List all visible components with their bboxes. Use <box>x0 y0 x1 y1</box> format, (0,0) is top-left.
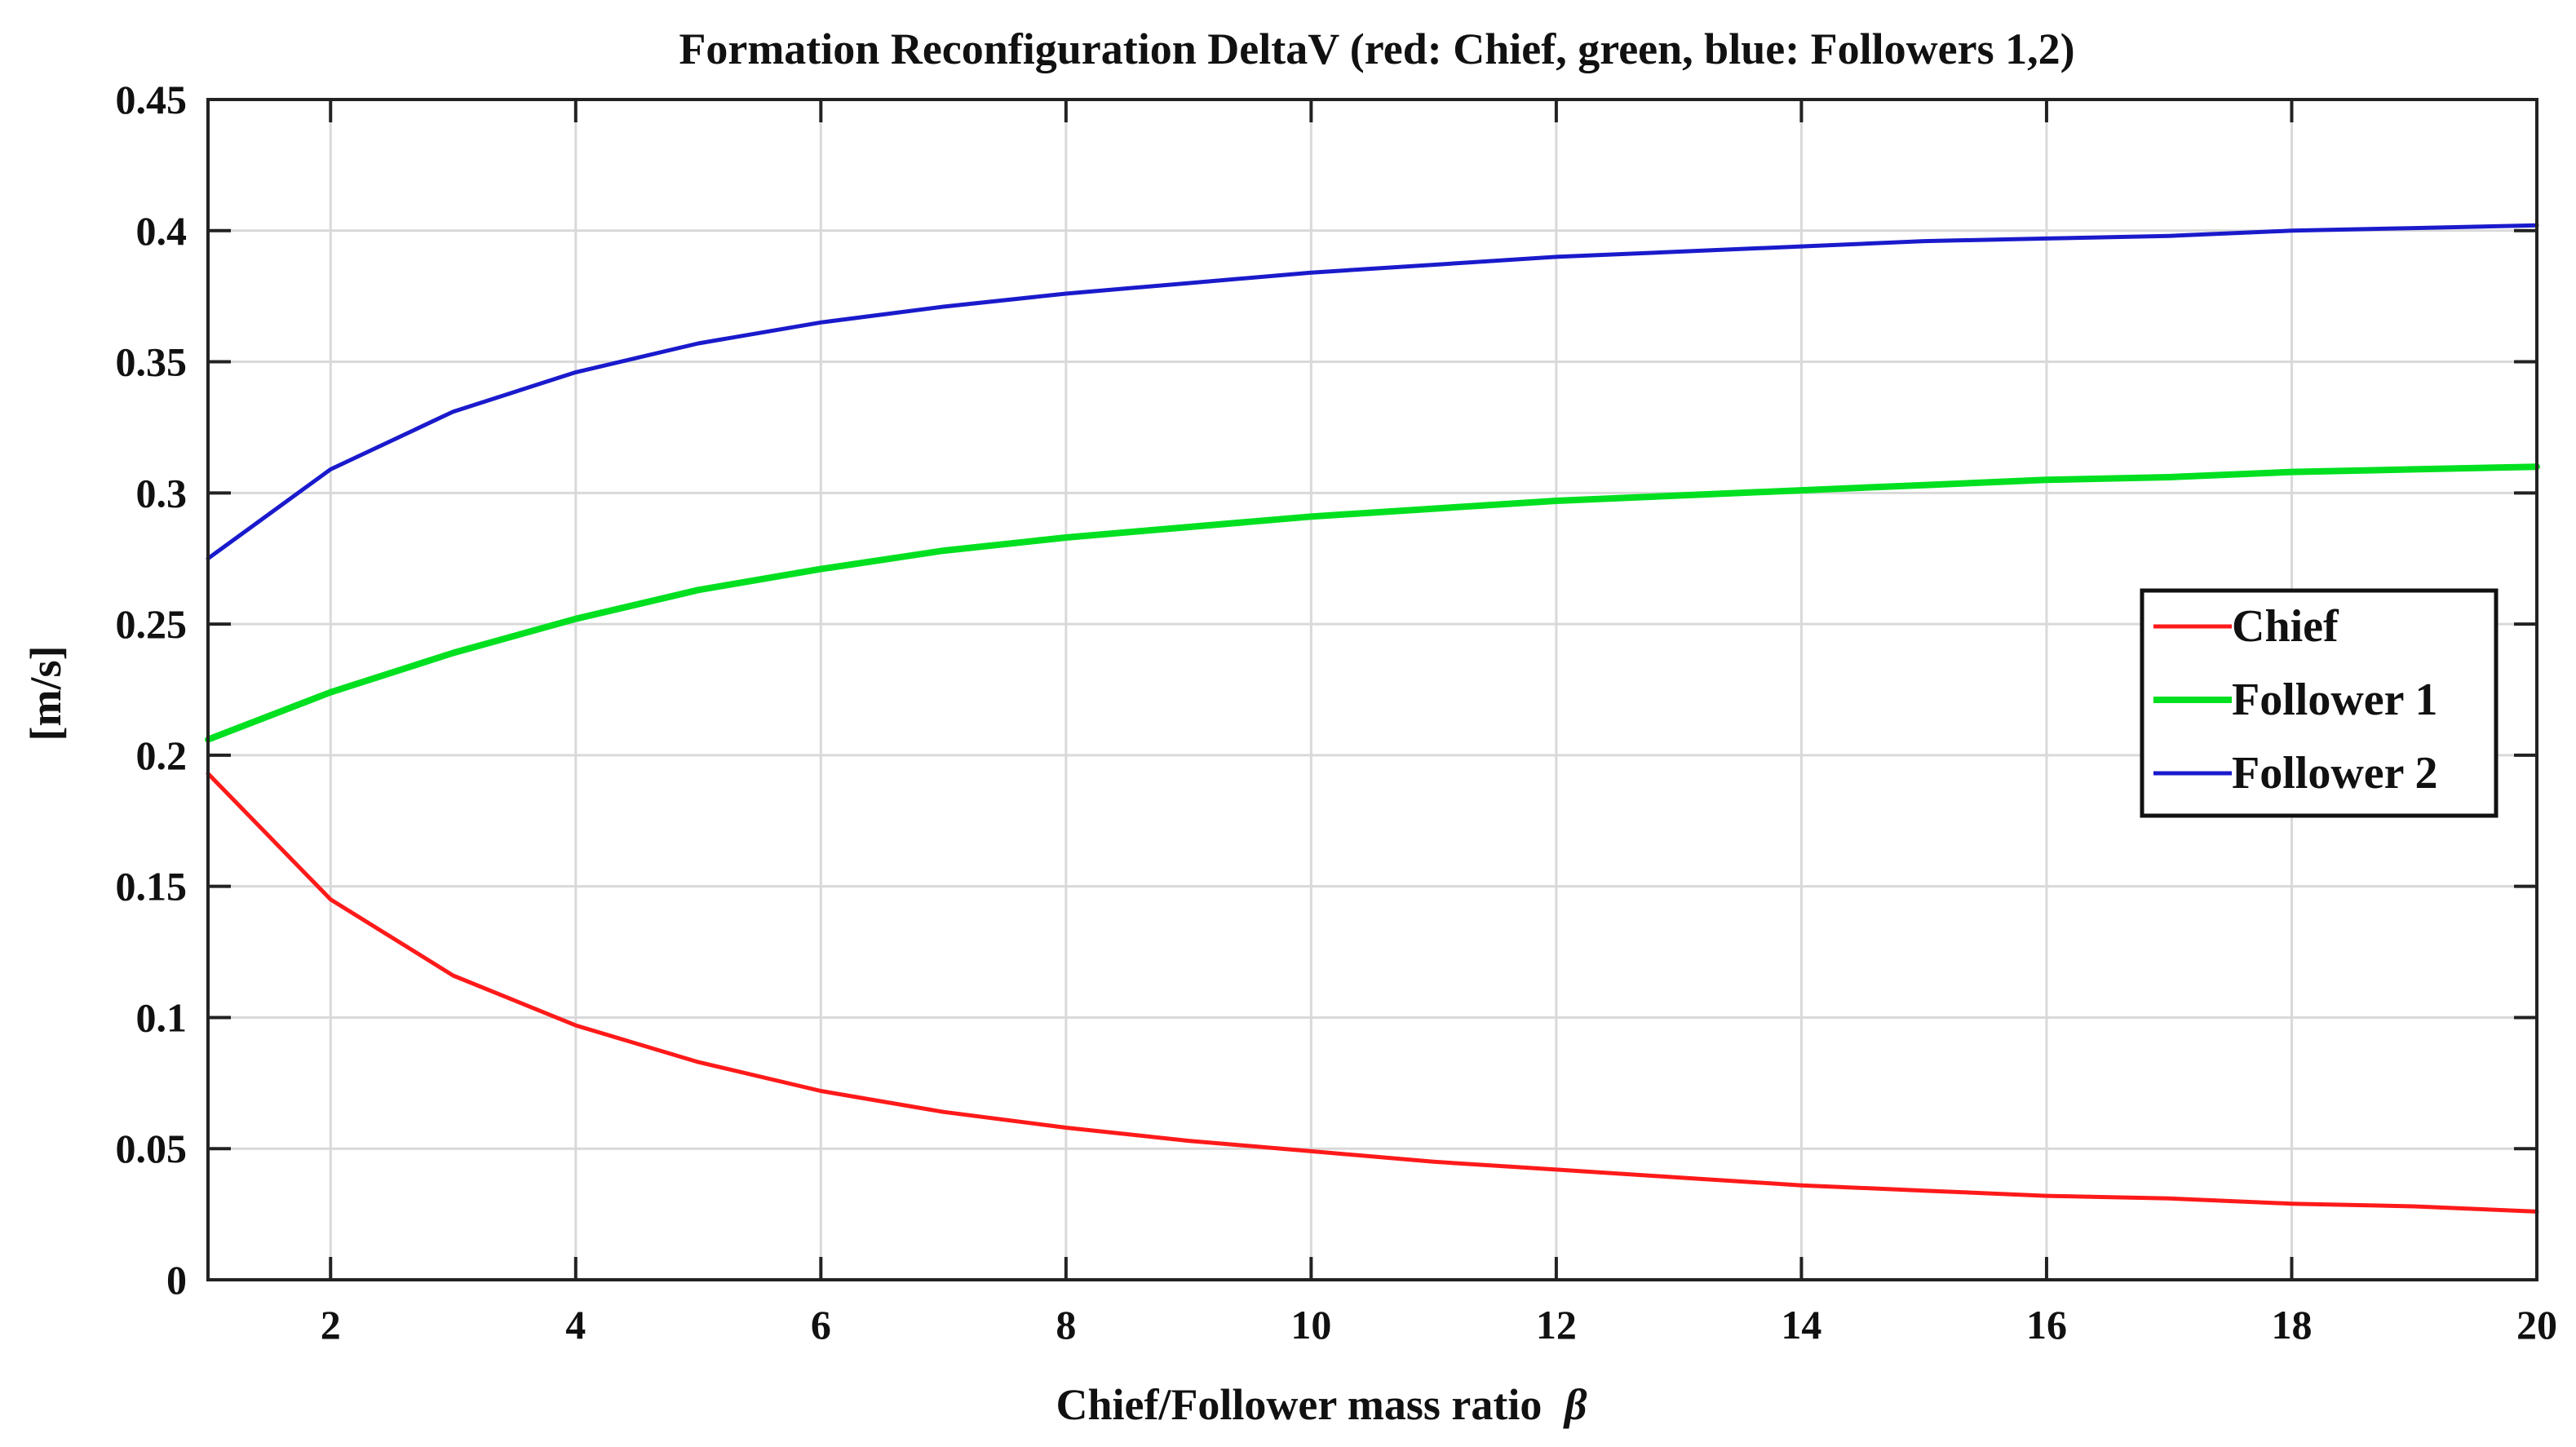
x-tick-label-4: 10 <box>1290 1302 1331 1347</box>
legend-label-chief: Chief <box>2232 601 2339 652</box>
x-tick-label-1: 4 <box>565 1302 586 1347</box>
x-tick-label-5: 12 <box>1536 1302 1577 1347</box>
x-tick-label-9: 20 <box>2516 1302 2557 1347</box>
plot-axes-frame <box>206 98 2538 1281</box>
y-tick-label-1: 0.05 <box>116 1126 188 1171</box>
y-tick-label-5: 0.25 <box>116 601 188 647</box>
y-tick-label-3: 0.15 <box>116 864 188 909</box>
legend-label-follower-1: Follower 1 <box>2232 675 2437 725</box>
x-tick-label-6: 14 <box>1781 1302 1821 1347</box>
x-tick-label-2: 6 <box>811 1302 831 1347</box>
series-line-follower-2 <box>206 223 2539 561</box>
y-tick-label-4: 0.2 <box>136 732 188 778</box>
y-tick-label-2: 0.1 <box>136 994 188 1040</box>
legend: Chief Follower 1 Follower 2 <box>2140 588 2499 818</box>
y-tick-label-7: 0.35 <box>116 339 188 385</box>
x-tick-label-3: 8 <box>1056 1302 1076 1347</box>
y-tick-label-0: 0 <box>166 1257 187 1303</box>
series-line-follower-1 <box>205 463 2540 743</box>
x-tick-label-8: 18 <box>2271 1302 2312 1347</box>
y-axis-label: [m/s] <box>21 646 70 741</box>
x-axis-label-text: Chief/Follower mass ratio <box>1056 1380 1542 1429</box>
y-tick-label-9: 0.45 <box>116 77 188 122</box>
y-tick-label-8: 0.4 <box>136 208 188 254</box>
series-lines <box>205 223 2540 1214</box>
legend-label-follower-2: Follower 2 <box>2232 748 2437 799</box>
x-axis-label-symbol: β <box>1563 1380 1587 1429</box>
series-line-chief <box>206 771 2539 1214</box>
y-tick-label-6: 0.3 <box>136 470 188 516</box>
x-tick-label-7: 16 <box>2026 1302 2067 1347</box>
chart-title: Formation Reconfiguration DeltaV (red: C… <box>679 24 2074 73</box>
x-axis-label: Chief/Follower mass ratio β <box>1056 1380 1587 1429</box>
x-tick-label-0: 2 <box>321 1302 341 1347</box>
